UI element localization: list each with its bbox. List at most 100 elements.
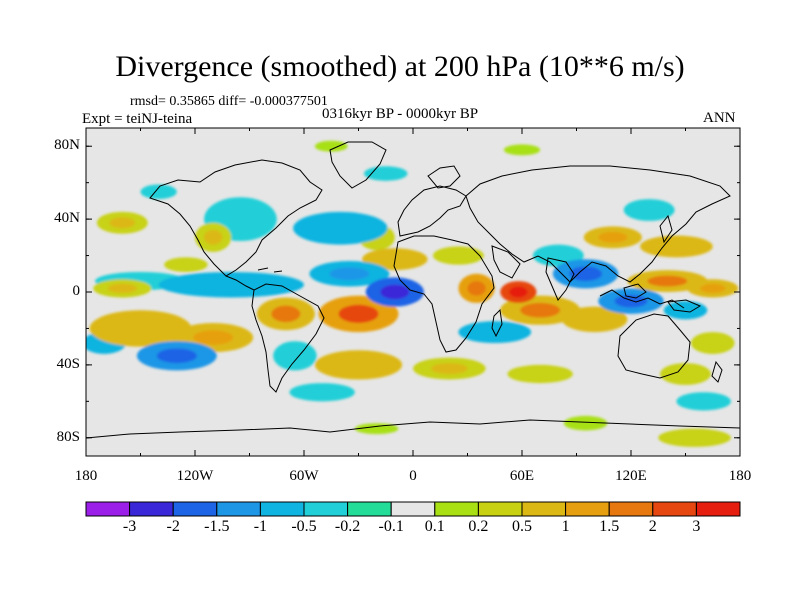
field-blob [314, 140, 348, 152]
field-core [569, 266, 602, 282]
colorbar-swatch [565, 501, 610, 517]
field-core [614, 294, 648, 308]
field-core [467, 281, 486, 296]
x-tick-label: 180 [728, 468, 752, 484]
coastline-india [545, 257, 575, 301]
colorbar-level-label: -1 [253, 518, 268, 535]
coastline-antarctica [86, 419, 740, 439]
field-core [338, 304, 379, 323]
field-blob [563, 415, 608, 431]
colorbar-level-label: -0.2 [334, 518, 361, 535]
colorbar-level-label: 1.5 [599, 518, 620, 535]
field-blob [289, 383, 355, 402]
field-core [204, 230, 223, 245]
field-blob [140, 184, 177, 200]
colorbar-level-label: -3 [122, 518, 137, 535]
colorbar-level-label: -2 [166, 518, 180, 535]
colorbar-swatch [695, 501, 741, 517]
y-tick-label: 40S [56, 355, 80, 372]
colorbar-level-label: -0.1 [378, 518, 404, 535]
field-core [647, 275, 688, 287]
colorbar-swatch [172, 501, 218, 517]
field-core [380, 284, 410, 300]
colorbar-level-label: 1 [561, 518, 570, 535]
y-tick-label: 80S [56, 428, 80, 445]
colorbar [85, 501, 741, 517]
field-core [109, 217, 136, 229]
coastline-asia [465, 165, 731, 283]
y-tick-label: 0 [72, 283, 81, 299]
field-core [520, 302, 561, 318]
divergence-field [86, 140, 739, 447]
field-core [193, 330, 234, 345]
coastline-caribbean [257, 267, 283, 273]
coastline-arabia [491, 245, 521, 279]
colorbar-swatch [652, 501, 697, 517]
field-core [156, 348, 197, 364]
colorbar-swatch [259, 501, 305, 517]
coastline-indonesia [599, 289, 685, 309]
colorbar-swatch [608, 501, 654, 517]
field-blob [432, 246, 484, 265]
colorbar-swatch [85, 501, 131, 517]
coastlines [86, 141, 740, 439]
field-blob [690, 332, 735, 354]
y-tick-label: 40N [54, 210, 80, 227]
field-core [578, 312, 612, 326]
coastline-new-guinea [667, 299, 702, 313]
colorbar-level-label: -1.5 [204, 518, 230, 535]
field-blob [273, 341, 317, 371]
field-blob [660, 363, 711, 385]
axis-ticks [85, 128, 741, 456]
y-tick-label: 80N [54, 137, 80, 154]
coastline-africa [393, 235, 495, 353]
coastline-borneo [623, 283, 647, 299]
coastline-madagascar [491, 308, 503, 338]
colorbar-swatch [347, 501, 392, 517]
field-core [431, 363, 468, 374]
field-core [700, 283, 726, 293]
field-blob [623, 199, 675, 221]
field-core [115, 319, 166, 338]
field-blob [507, 364, 573, 384]
coastline-south-america [251, 283, 325, 393]
colorbar-swatch [390, 501, 436, 517]
field-core [271, 305, 301, 323]
period-label: 0316kyr BP - 0000kyr BP [322, 106, 479, 122]
field-core [674, 305, 697, 315]
colorbar-swatch [477, 501, 523, 517]
field-blob [503, 144, 541, 156]
x-tick-label: 120E [615, 468, 647, 484]
coastline-scandinavia [427, 165, 461, 189]
field-core [509, 286, 528, 298]
season-label: ANN [703, 110, 736, 126]
colorbar-level-label: 0.5 [512, 518, 532, 535]
rmsd-stats: rmsd= 0.35865 diff= -0.000377501 [130, 94, 328, 109]
field-core [598, 231, 628, 243]
field-core [107, 283, 137, 293]
coastline-australia [617, 313, 691, 379]
coastline-north-america [149, 159, 323, 277]
coastline-europe [397, 185, 467, 237]
colorbar-swatch [129, 501, 174, 517]
coastline-new-zealand [711, 360, 723, 383]
map-title: Divergence (smoothed) at 200 hPa (10**6 … [115, 50, 685, 83]
coastline-greenland [329, 141, 387, 189]
colorbar-level-label: 0.1 [424, 518, 445, 535]
colorbar-level-label: -0.5 [291, 518, 317, 535]
field-core [476, 326, 513, 338]
experiment-label: Expt = teiNJ-teina [82, 111, 193, 127]
colorbar-swatch [521, 501, 567, 517]
field-blob [164, 257, 208, 272]
colorbar-level-label: 2 [648, 518, 657, 535]
x-tick-label: 60W [289, 468, 319, 484]
colorbar-level-label: 3 [692, 518, 701, 535]
field-blob [676, 392, 731, 411]
field-blob [354, 423, 399, 435]
field-core [316, 220, 364, 237]
field-core [658, 240, 695, 252]
colorbar-level-label: 0.2 [468, 518, 489, 535]
x-tick-label: 120W [176, 468, 214, 484]
x-tick-label: 0 [409, 468, 417, 484]
